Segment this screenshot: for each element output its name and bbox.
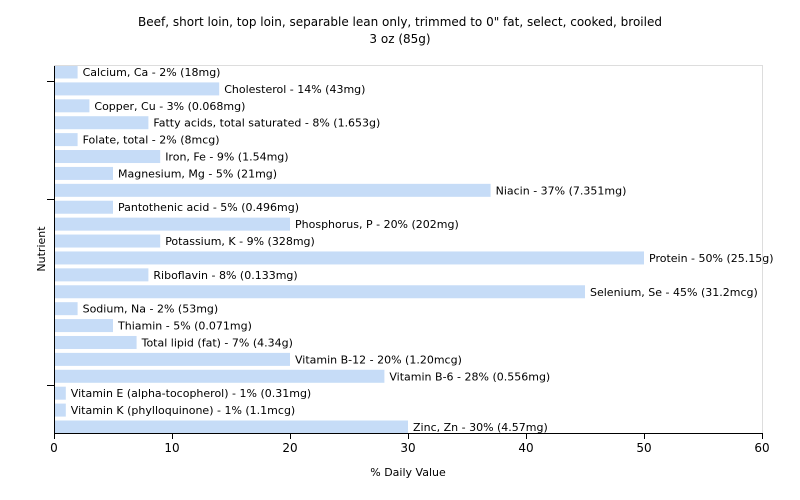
bar-labels-group: Calcium, Ca - 2% (18mg)Cholesterol - 14%… bbox=[71, 66, 774, 434]
bar bbox=[55, 403, 66, 417]
bar bbox=[55, 82, 220, 96]
bar bbox=[55, 99, 90, 113]
bar bbox=[55, 217, 290, 231]
bars-group bbox=[55, 65, 644, 434]
x-tick-label: 0 bbox=[50, 441, 58, 455]
bar bbox=[55, 285, 585, 299]
y-axis-title: Nutrient bbox=[35, 226, 48, 272]
bar-label: Sodium, Na - 2% (53mg) bbox=[83, 303, 219, 316]
x-tick-label: 50 bbox=[636, 441, 651, 455]
bar bbox=[55, 150, 161, 164]
bar-label: Potassium, K - 9% (328mg) bbox=[165, 235, 315, 248]
bar-label: Niacin - 37% (7.351mg) bbox=[496, 184, 627, 197]
bar-label: Vitamin K (phylloquinone) - 1% (1.1mcg) bbox=[71, 404, 295, 417]
bar bbox=[55, 183, 491, 197]
bar bbox=[55, 251, 644, 265]
x-tick-label: 60 bbox=[754, 441, 769, 455]
bar-label: Selenium, Se - 45% (31.2mcg) bbox=[590, 286, 758, 299]
x-tick-label: 10 bbox=[164, 441, 179, 455]
bar bbox=[55, 335, 137, 349]
bar-label: Vitamin B-6 - 28% (0.556mg) bbox=[389, 370, 550, 383]
bar-label: Fatty acids, total saturated - 8% (1.653… bbox=[153, 117, 380, 130]
x-tick-label: 30 bbox=[400, 441, 415, 455]
bar bbox=[55, 369, 385, 383]
y-axis-ticks bbox=[47, 81, 54, 386]
bar-label: Total lipid (fat) - 7% (4.34g) bbox=[141, 336, 293, 349]
bar bbox=[55, 234, 161, 248]
bar-label: Zinc, Zn - 30% (4.57mg) bbox=[413, 421, 548, 434]
x-tick-label: 40 bbox=[518, 441, 533, 455]
bar bbox=[55, 268, 149, 282]
bar-label: Thiamin - 5% (0.071mg) bbox=[117, 320, 252, 333]
x-axis-ticks: 0 10 20 30 40 50 60 bbox=[50, 433, 770, 455]
bar-label: Folate, total - 2% (8mcg) bbox=[83, 134, 220, 147]
bar-label: Pantothenic acid - 5% (0.496mg) bbox=[118, 201, 299, 214]
bar-label: Iron, Fe - 9% (1.54mg) bbox=[165, 151, 288, 164]
bar-label: Copper, Cu - 3% (0.068mg) bbox=[94, 100, 245, 113]
bar bbox=[55, 420, 408, 434]
bar-label: Protein - 50% (25.15g) bbox=[649, 252, 774, 265]
chart-subtitle: 3 oz (85g) bbox=[369, 32, 431, 46]
x-axis-title: % Daily Value bbox=[370, 466, 446, 479]
bar-label: Vitamin B-12 - 20% (1.20mcg) bbox=[295, 353, 462, 366]
bar bbox=[55, 133, 78, 147]
bar-label: Calcium, Ca - 2% (18mg) bbox=[83, 66, 221, 79]
bar bbox=[55, 200, 113, 214]
x-tick-label: 20 bbox=[282, 441, 297, 455]
bar bbox=[55, 302, 78, 316]
bar-label: Cholesterol - 14% (43mg) bbox=[224, 83, 365, 96]
bar-label: Vitamin E (alpha-tocopherol) - 1% (0.31m… bbox=[71, 387, 311, 400]
bar bbox=[55, 386, 66, 400]
bar bbox=[55, 319, 113, 333]
bar bbox=[55, 116, 149, 130]
bar-label: Magnesium, Mg - 5% (21mg) bbox=[118, 167, 277, 180]
bar bbox=[55, 352, 290, 366]
bar bbox=[55, 166, 113, 180]
bar bbox=[55, 65, 78, 79]
bar-label: Phosphorus, P - 20% (202mg) bbox=[295, 218, 459, 231]
chart-title: Beef, short loin, top loin, separable le… bbox=[138, 15, 662, 29]
bar-label: Riboflavin - 8% (0.133mg) bbox=[153, 269, 297, 282]
